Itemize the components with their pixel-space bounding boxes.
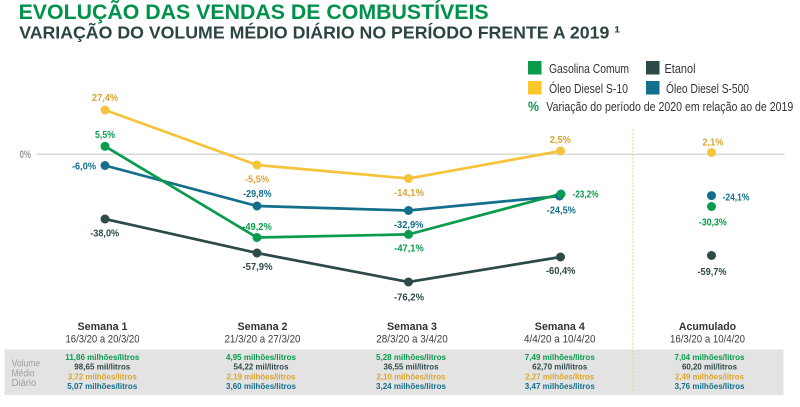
- svg-text:2,5%: 2,5%: [550, 134, 572, 146]
- svg-text:Médio: Médio: [12, 368, 35, 379]
- svg-text:-38,0%: -38,0%: [90, 227, 120, 239]
- svg-text:2,10 milhões/litros: 2,10 milhões/litros: [377, 372, 446, 382]
- svg-text:3,47 milhões/litros: 3,47 milhões/litros: [525, 381, 595, 391]
- svg-text:60,20 mil/litros: 60,20 mil/litros: [682, 362, 737, 372]
- svg-text:0%: 0%: [20, 149, 32, 161]
- svg-text:27,4%: 27,4%: [92, 92, 119, 104]
- svg-text:-14,1%: -14,1%: [394, 187, 425, 199]
- svg-text:5,5%: 5,5%: [95, 129, 116, 141]
- svg-text:Variação do período de 2020 em: Variação do período de 2020 em relação a…: [546, 100, 793, 114]
- svg-text:11,86 milhões/litros: 11,86 milhões/litros: [65, 352, 139, 362]
- svg-text:-23,2%: -23,2%: [573, 189, 600, 201]
- svg-text:-32,9%: -32,9%: [394, 219, 424, 231]
- svg-text:7,04 milhões/litros: 7,04 milhões/litros: [675, 352, 745, 362]
- svg-text:%: %: [528, 99, 539, 114]
- svg-text:Semana 4: Semana 4: [535, 321, 585, 333]
- svg-text:16/3/20 a 10/4/20: 16/3/20 a 10/4/20: [670, 333, 745, 345]
- svg-text:16/3/20 a 20/3/20: 16/3/20 a 20/3/20: [66, 333, 140, 345]
- svg-text:28/3/20 a 3/4/20: 28/3/20 a 3/4/20: [376, 333, 448, 345]
- svg-text:7,49 milhões/litros: 7,49 milhões/litros: [525, 352, 595, 362]
- svg-text:5,07 milhões/litros: 5,07 milhões/litros: [67, 381, 137, 391]
- svg-text:-30,3%: -30,3%: [699, 217, 728, 229]
- svg-text:-60,4%: -60,4%: [546, 265, 576, 277]
- svg-text:Semana 1: Semana 1: [78, 321, 128, 333]
- svg-text:-59,7%: -59,7%: [698, 266, 728, 278]
- svg-text:54,22 mil/litros: 54,22 mil/litros: [234, 362, 289, 372]
- svg-text:3,72 milhões/litros: 3,72 milhões/litros: [68, 372, 137, 382]
- svg-text:VARIAÇÃO DO VOLUME MÉDIO DIÁRI: VARIAÇÃO DO VOLUME MÉDIO DIÁRIO NO PERÍO…: [19, 22, 620, 43]
- svg-text:-5,5%: -5,5%: [245, 173, 270, 185]
- svg-text:3,24 milhões/litros: 3,24 milhões/litros: [376, 381, 446, 391]
- svg-text:EVOLUÇÃO DAS VENDAS DE COMBUST: EVOLUÇÃO DAS VENDAS DE COMBUSTÍVEIS: [19, 0, 489, 24]
- svg-text:21/3/20 a 27/3/20: 21/3/20 a 27/3/20: [225, 333, 301, 345]
- svg-text:36,55 mil/litros: 36,55 mil/litros: [384, 362, 439, 372]
- svg-text:Gasolina Comum: Gasolina Comum: [549, 62, 629, 76]
- svg-text:Semana 3: Semana 3: [387, 321, 437, 333]
- svg-text:2,1%: 2,1%: [702, 136, 724, 148]
- svg-text:Óleo Diesel S-10: Óleo Diesel S-10: [549, 81, 628, 96]
- svg-text:-47,1%: -47,1%: [394, 242, 424, 254]
- svg-text:4,95 milhões/litros: 4,95 milhões/litros: [226, 352, 296, 362]
- svg-text:2,49 milhões/litros: 2,49 milhões/litros: [675, 372, 744, 382]
- svg-text:-24,5%: -24,5%: [547, 205, 577, 217]
- svg-text:3,60 milhões/litros: 3,60 milhões/litros: [226, 381, 296, 391]
- svg-text:3,76 milhões/litros: 3,76 milhões/litros: [675, 381, 745, 391]
- svg-text:4/4/20 a 10/4/20: 4/4/20 a 10/4/20: [524, 333, 596, 345]
- svg-text:-57,9%: -57,9%: [243, 261, 274, 273]
- svg-text:Etanol: Etanol: [665, 62, 696, 76]
- svg-text:Semana 2: Semana 2: [238, 321, 288, 333]
- svg-text:5,28 milhões/litros: 5,28 milhões/litros: [376, 352, 446, 362]
- svg-text:-76,2%: -76,2%: [394, 291, 425, 303]
- svg-text:Volume: Volume: [12, 359, 41, 370]
- svg-text:98,65 mil/litros: 98,65 mil/litros: [74, 362, 130, 372]
- svg-text:2,19 milhões/litros: 2,19 milhões/litros: [227, 372, 296, 382]
- svg-text:62,70 mil/litros: 62,70 mil/litros: [532, 362, 587, 372]
- svg-text:Acumulado: Acumulado: [679, 321, 737, 333]
- svg-text:-24,1%: -24,1%: [723, 192, 751, 204]
- svg-text:-29,8%: -29,8%: [243, 188, 272, 200]
- svg-text:-49,2%: -49,2%: [242, 221, 272, 233]
- svg-text:-6,0%: -6,0%: [72, 160, 97, 172]
- svg-text:Óleo Diesel S-500: Óleo Diesel S-500: [666, 81, 749, 96]
- svg-text:Diário: Diário: [12, 378, 37, 389]
- svg-text:2,27 milhões/litros: 2,27 milhões/litros: [525, 372, 594, 382]
